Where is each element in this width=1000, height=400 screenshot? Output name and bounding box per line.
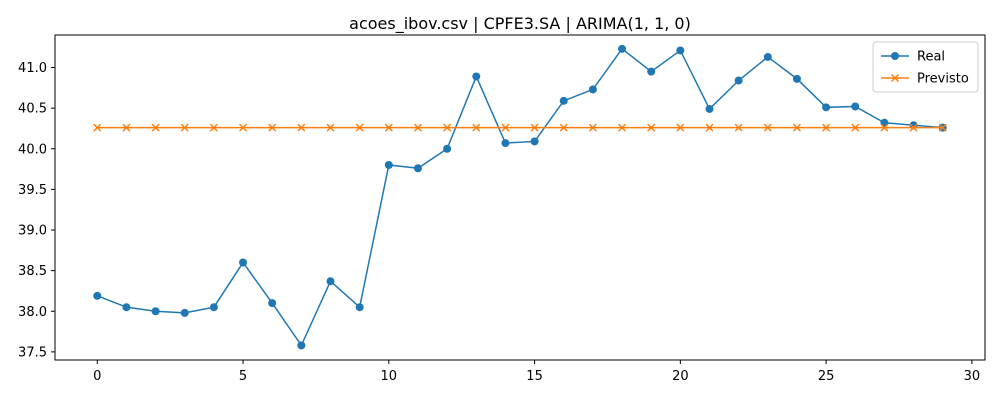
data-point-real: [151, 307, 160, 316]
data-point-real: [268, 299, 277, 308]
legend-label-previsto: Previsto: [917, 72, 969, 87]
data-point-real: [93, 291, 102, 300]
axes-frame: [54, 34, 986, 361]
data-point-previsto: [472, 123, 481, 132]
x-tick-label: 5: [239, 369, 247, 384]
y-tick-label: 38.5: [18, 264, 47, 279]
plot-area: [93, 44, 947, 350]
data-point-real: [763, 52, 772, 61]
data-point-real: [822, 103, 831, 112]
chart-title: acoes_ibov.csv | CPFE3.SA | ARIMA(1, 1, …: [349, 14, 691, 34]
data-point-previsto: [559, 123, 568, 132]
data-point-real: [676, 46, 685, 55]
series-line-real: [96, 47, 943, 347]
data-point-real: [239, 258, 248, 267]
data-point-real: [180, 308, 189, 317]
x-tick-label: 15: [526, 369, 543, 384]
legend-label-real: Real: [917, 50, 945, 65]
data-point-previsto: [326, 123, 335, 132]
y-tick-label: 38.0: [18, 305, 47, 320]
data-point-previsto: [938, 123, 947, 132]
data-point-previsto: [734, 123, 743, 132]
axes: 0 5 10 15 20 25 30 37.5 38.0 38.5 39.0 39.5 40.0 40.5…: [18, 61, 980, 384]
x-tick-label: 20: [672, 369, 689, 384]
data-point-real: [530, 137, 539, 146]
y-tick-label: 40.0: [18, 142, 47, 157]
data-point-real: [355, 303, 364, 312]
data-point-previsto: [501, 123, 510, 132]
data-point-previsto: [792, 123, 801, 132]
data-point-previsto: [93, 123, 102, 132]
data-point-previsto: [384, 123, 393, 132]
data-point-previsto: [763, 123, 772, 132]
data-point-previsto: [647, 123, 656, 132]
data-point-real: [297, 341, 306, 350]
legend: Real Previsto: [872, 41, 979, 93]
x-tick-label: 0: [93, 369, 101, 384]
data-point-real: [472, 72, 481, 81]
data-point-real: [792, 74, 801, 83]
data-point-real: [326, 277, 335, 286]
y-tick-label: 39.5: [18, 183, 47, 198]
data-point-previsto: [822, 123, 831, 132]
data-point-real: [209, 303, 218, 312]
data-point-real: [647, 67, 656, 76]
data-point-previsto: [851, 123, 860, 132]
legend-box: [872, 41, 979, 93]
data-point-real: [588, 85, 597, 94]
legend-entry-previsto: Previsto: [881, 72, 969, 87]
y-tick-label: 41.0: [18, 61, 47, 76]
data-point-previsto: [355, 123, 364, 132]
data-point-real: [618, 44, 627, 53]
data-point-previsto: [180, 123, 189, 132]
data-point-real: [559, 96, 568, 105]
x-tick-label: 10: [381, 369, 398, 384]
data-point-previsto: [239, 123, 248, 132]
legend-entry-real: Real: [881, 50, 945, 65]
data-point-previsto: [268, 123, 277, 132]
y-tick-label: 37.5: [18, 345, 47, 360]
data-point-previsto: [880, 123, 889, 132]
data-point-previsto: [676, 123, 685, 132]
y-tick-label: 40.5: [18, 102, 47, 117]
data-point-real: [122, 303, 131, 312]
data-point-previsto: [705, 123, 714, 132]
data-point-previsto: [909, 123, 918, 132]
data-point-real: [384, 161, 393, 169]
data-point-real: [705, 104, 714, 113]
data-point-real: [413, 164, 422, 173]
x-tick-label: 30: [964, 369, 981, 384]
data-point-previsto: [588, 123, 597, 132]
data-point-previsto: [530, 123, 539, 132]
data-point-previsto: [122, 123, 131, 132]
data-point-real: [734, 76, 743, 85]
data-point-real: [851, 102, 860, 111]
data-point-real: [443, 144, 452, 153]
data-point-previsto: [151, 123, 160, 132]
data-point-previsto: [297, 123, 306, 132]
data-point-previsto: [209, 123, 218, 132]
data-point-previsto: [413, 123, 422, 132]
data-point-real: [501, 139, 510, 148]
x-tick-label: 25: [818, 369, 835, 384]
data-point-previsto: [618, 123, 627, 132]
y-tick-label: 39.0: [18, 224, 47, 239]
data-point-previsto: [443, 123, 452, 132]
